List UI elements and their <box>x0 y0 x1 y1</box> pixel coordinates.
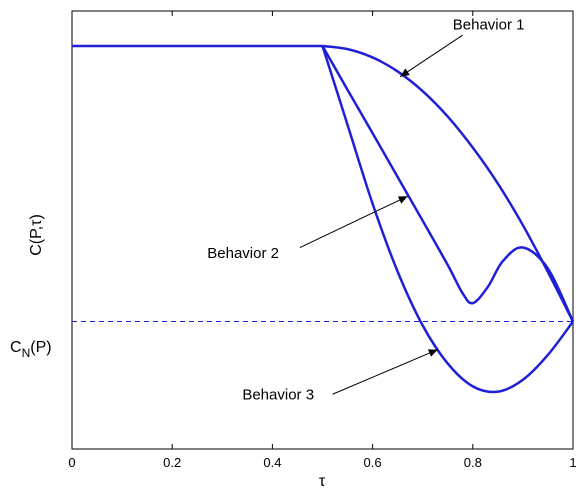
reference-line-label-sub: N <box>22 346 31 360</box>
reference-line-label-rest: (P) <box>30 339 51 356</box>
annotation-label-1: Behavior 1 <box>453 16 525 33</box>
plot-frame <box>71 10 574 450</box>
series-line-3 <box>321 45 574 394</box>
x-axis-label: τ <box>319 473 326 490</box>
reference-line-label-main: C <box>10 339 22 356</box>
y-axis-label: C(P,τ) <box>28 214 45 256</box>
reference-line-label: CN(P) <box>10 339 52 360</box>
annotation-arrow-3 <box>332 349 438 395</box>
x-tick-label: 0.4 <box>263 455 281 470</box>
x-tick-label: 0 <box>68 455 75 470</box>
annotation-arrow-1 <box>399 34 464 78</box>
x-tick-label: 1 <box>569 455 576 470</box>
series-line-1 <box>72 44 575 323</box>
annotation-arrow-2 <box>299 195 408 248</box>
annotation-label-3: Behavior 3 <box>242 387 314 404</box>
x-tick-label: 0.8 <box>464 455 482 470</box>
x-tick-label: 0.6 <box>364 455 382 470</box>
annotation-label-2: Behavior 2 <box>207 245 279 262</box>
x-tick-label: 0.2 <box>163 455 181 470</box>
series-line-2 <box>321 45 575 323</box>
